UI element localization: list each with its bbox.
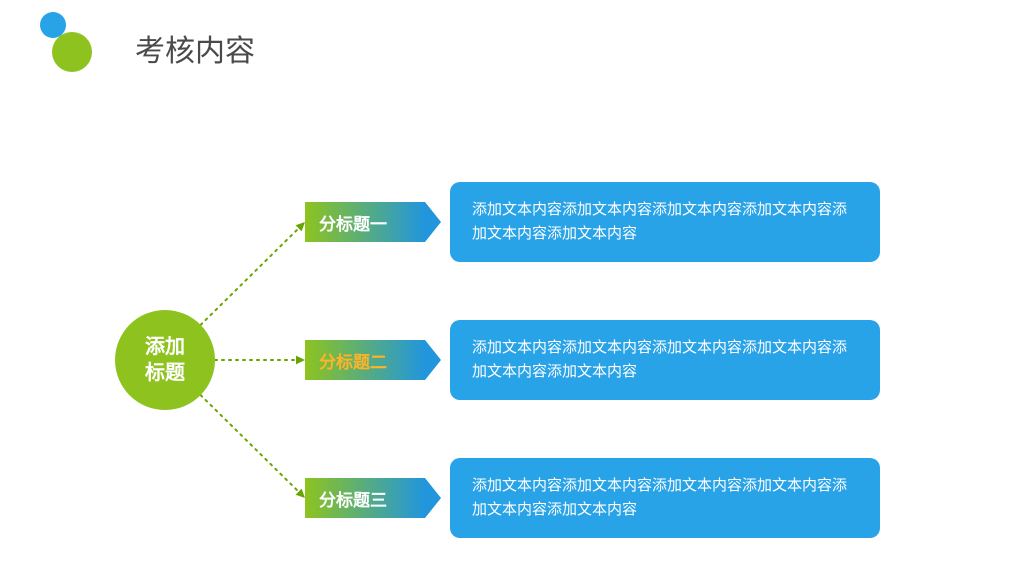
slide: 考核内容 添加 标题 分标题一 分标题二 分标题三 添加文本内容添加文本内容添加… [0,0,1024,576]
content-box-1: 添加文本内容添加文本内容添加文本内容添加文本内容添加文本内容添加文本内容 [450,182,880,262]
subtab-2: 分标题二 [305,340,425,380]
content-1-text: 添加文本内容添加文本内容添加文本内容添加文本内容添加文本内容添加文本内容 [472,198,858,246]
content-2-text: 添加文本内容添加文本内容添加文本内容添加文本内容添加文本内容添加文本内容 [472,336,858,384]
content-box-3: 添加文本内容添加文本内容添加文本内容添加文本内容添加文本内容添加文本内容 [450,458,880,538]
subtab-1: 分标题一 [305,202,425,242]
hub-circle: 添加 标题 [115,310,215,410]
subtab-3-label: 分标题三 [319,486,387,511]
content-3-text: 添加文本内容添加文本内容添加文本内容添加文本内容添加文本内容添加文本内容 [472,474,858,522]
subtab-3: 分标题三 [305,478,425,518]
content-box-2: 添加文本内容添加文本内容添加文本内容添加文本内容添加文本内容添加文本内容 [450,320,880,400]
subtab-2-label: 分标题二 [319,348,387,373]
subtab-1-label: 分标题一 [319,210,387,235]
hub-label: 添加 标题 [145,334,185,386]
decor-green-circle [52,32,92,72]
page-title: 考核内容 [135,26,255,70]
